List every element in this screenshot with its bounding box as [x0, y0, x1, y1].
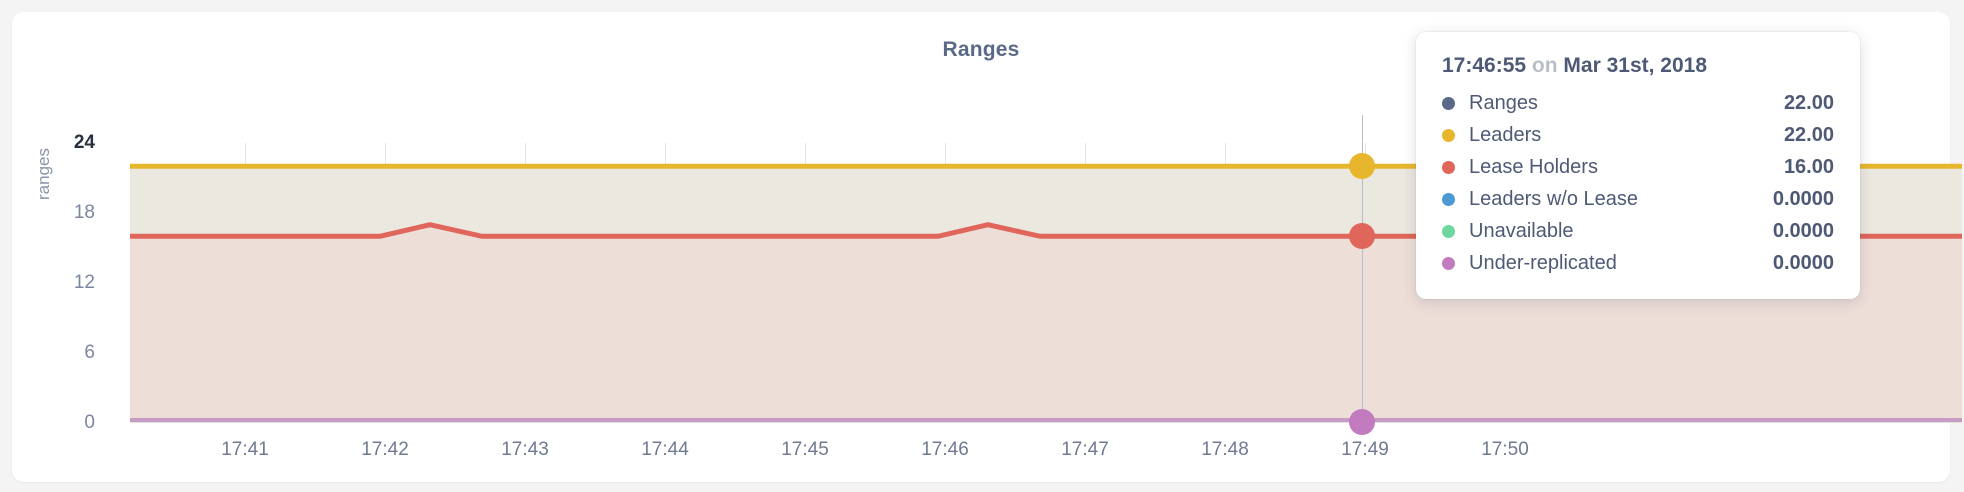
- x-tick-1744: 17:44: [641, 439, 689, 460]
- series-line-lease-holders: [130, 222, 1962, 239]
- tooltip-row-under-replicated: Under-replicated 0.0000: [1442, 247, 1834, 279]
- tooltip-value-under-replicated: 0.0000: [1772, 251, 1834, 274]
- y-tick-24: 24: [73, 132, 95, 153]
- legend-dot-icon-lease-holders: [1442, 160, 1455, 174]
- legend-dot-icon-under-replicated: [1442, 256, 1455, 270]
- tooltip-label-under-replicated: Under-replicated: [1469, 251, 1617, 274]
- tooltip-value-leaders-wo-lease: 0.0000: [1772, 187, 1834, 210]
- tooltip-label-leaders-wo-lease: Leaders w/o Lease: [1469, 187, 1639, 210]
- y-axis-label: ranges: [34, 148, 53, 200]
- tooltip-row-leaders: Leaders 22.00: [1442, 119, 1834, 151]
- y-tick-0: 0: [84, 412, 95, 433]
- x-tick-1746: 17:46: [921, 439, 969, 460]
- tooltip-value-unavailable: 0.0000: [1772, 219, 1834, 242]
- tooltip-timestamp: 17:46:55 on Mar 31st, 2018: [1442, 54, 1834, 78]
- tooltip-row-ranges: Ranges 22.00: [1442, 87, 1834, 119]
- chart-tooltip: 17:46:55 on Mar 31st, 2018 Ranges 22.00 …: [1416, 32, 1860, 299]
- tooltip-row-lease-holders: Lease Holders 16.00: [1442, 151, 1834, 183]
- tooltip-on-word: on: [1531, 54, 1558, 77]
- legend-dot-icon-leaders-wo-lease: [1442, 192, 1455, 206]
- x-tick-1742: 17:42: [361, 439, 409, 460]
- marker-leaders[interactable]: [1349, 153, 1375, 179]
- tooltip-value-lease-holders: 16.00: [1783, 155, 1834, 178]
- x-tick-1749: 17:49: [1341, 439, 1389, 460]
- y-tick-6: 6: [84, 342, 95, 363]
- cursor-crosshair: [1362, 115, 1363, 423]
- tooltip-label-unavailable: Unavailable: [1469, 219, 1574, 242]
- tooltip-row-unavailable: Unavailable 0.0000: [1442, 215, 1834, 247]
- y-tick-12: 12: [73, 272, 95, 293]
- tooltip-label-ranges: Ranges: [1469, 91, 1538, 114]
- x-tick-1748: 17:48: [1201, 439, 1249, 460]
- marker-lease-holders[interactable]: [1349, 223, 1375, 249]
- legend-dot-icon-leaders: [1442, 128, 1455, 142]
- x-tick-1745: 17:45: [781, 439, 829, 460]
- tooltip-row-leaders-wo-lease: Leaders w/o Lease 0.0000: [1442, 183, 1834, 215]
- x-tick-1747: 17:47: [1061, 439, 1109, 460]
- tooltip-value-leaders: 22.00: [1783, 123, 1834, 146]
- marker-under-replicated[interactable]: [1349, 409, 1375, 435]
- tooltip-label-leaders: Leaders: [1469, 123, 1542, 146]
- x-tick-1741: 17:41: [221, 439, 269, 460]
- tooltip-label-lease-holders: Lease Holders: [1469, 155, 1598, 178]
- x-tick-1743: 17:43: [501, 439, 549, 460]
- x-tick-1750: 17:50: [1481, 439, 1529, 460]
- legend-dot-icon-ranges: [1442, 96, 1455, 110]
- tooltip-value-ranges: 22.00: [1783, 91, 1834, 114]
- tooltip-time: 17:46:55: [1442, 54, 1527, 77]
- chart-card: Ranges ranges 24 18 12 6 0: [12, 12, 1962, 482]
- y-tick-18: 18: [73, 202, 95, 223]
- page-title: Ranges: [942, 38, 1020, 61]
- tooltip-date: Mar 31st, 2018: [1563, 54, 1708, 77]
- gridline-h-0: [130, 422, 1962, 423]
- legend-dot-icon-unavailable: [1442, 224, 1455, 238]
